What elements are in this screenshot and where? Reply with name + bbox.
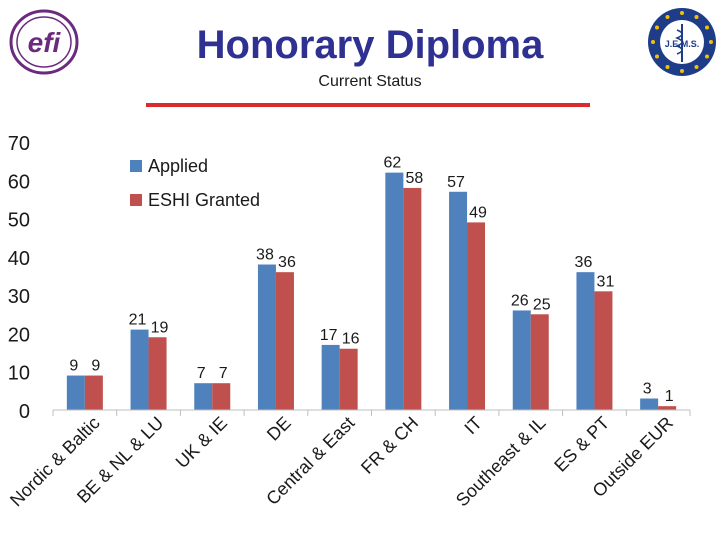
data-label: 57 [447, 174, 465, 191]
bar-granted [594, 291, 613, 410]
data-label: 36 [278, 254, 296, 271]
data-label: 9 [69, 358, 78, 375]
data-label: 58 [405, 170, 423, 187]
title-divider [146, 103, 590, 107]
data-label: 17 [320, 327, 338, 344]
legend: Applied ESHI Granted [130, 156, 260, 210]
bar-applied [512, 310, 531, 410]
data-label: 21 [129, 312, 147, 329]
x-tick-label: DE [263, 413, 295, 445]
y-tick-label: 70 [8, 133, 30, 155]
legend-label: Applied [148, 156, 208, 176]
bar-applied [385, 172, 404, 410]
bar-applied [449, 191, 468, 410]
bar-granted [148, 337, 167, 410]
legend-label: ESHI Granted [148, 190, 260, 210]
legend-swatch [130, 160, 142, 172]
bar-applied [321, 344, 340, 410]
y-tick-label: 60 [8, 171, 30, 193]
bar-applied [194, 383, 213, 410]
y-tick-label: 10 [8, 363, 30, 385]
bar-granted [403, 187, 422, 410]
bar-applied [130, 329, 149, 410]
data-label: 3 [643, 381, 652, 398]
bar-granted [658, 406, 677, 410]
x-tick-label: IT [460, 413, 485, 438]
data-label: 9 [91, 358, 100, 375]
bar-granted [339, 348, 358, 410]
data-label: 38 [256, 247, 274, 264]
x-tick-label: ES & PT [550, 413, 613, 476]
bar-granted [212, 383, 231, 410]
bar-applied [640, 398, 659, 410]
bars [66, 172, 677, 410]
bar-granted [84, 375, 103, 410]
y-tick-label: 40 [8, 248, 30, 270]
efi-logo-text: efi [28, 27, 62, 58]
bar-applied [576, 272, 595, 410]
y-tick-label: 0 [19, 401, 30, 423]
data-label: 7 [219, 365, 228, 382]
efi-logo: efi [9, 9, 79, 75]
legend-swatch [130, 194, 142, 206]
bar-granted [275, 272, 294, 410]
bar-applied [66, 375, 85, 410]
page-subtitle: Current Status [318, 73, 422, 90]
data-label: 26 [511, 292, 529, 309]
data-label: 62 [383, 155, 401, 172]
x-tick-label: UK & IE [172, 413, 231, 472]
y-tick-label: 30 [8, 286, 30, 308]
data-label: 31 [597, 273, 615, 290]
y-tick-label: 50 [8, 210, 30, 232]
data-label: 19 [151, 319, 169, 336]
y-tick-label: 20 [8, 324, 30, 346]
data-label: 25 [533, 296, 551, 313]
data-label: 7 [197, 365, 206, 382]
bar-applied [257, 264, 276, 410]
jems-logo: J.E.M.S. [648, 8, 716, 76]
jems-logo-text: J.E.M.S. [665, 39, 700, 49]
bar-granted [530, 314, 549, 410]
data-label: 49 [469, 204, 487, 221]
page-title: Honorary Diploma [196, 23, 544, 67]
data-label: 1 [665, 388, 674, 405]
y-axis: 0 10 20 30 40 50 60 70 [8, 133, 30, 423]
x-tick-label: FR & CH [357, 413, 422, 478]
bar-granted [467, 222, 486, 410]
data-label: 16 [342, 331, 360, 348]
data-label: 36 [575, 254, 593, 271]
star-ring-icon [651, 11, 713, 73]
